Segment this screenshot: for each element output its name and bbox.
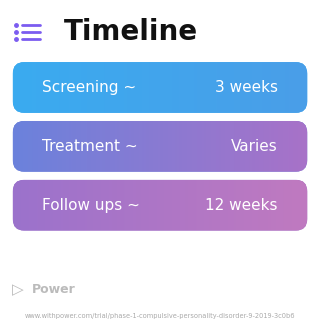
Text: Timeline: Timeline xyxy=(64,18,198,46)
Text: 3 weeks: 3 weeks xyxy=(215,80,278,95)
Text: Treatment ~: Treatment ~ xyxy=(42,139,138,154)
Text: 12 weeks: 12 weeks xyxy=(205,198,278,213)
Text: ▷: ▷ xyxy=(12,282,23,297)
FancyBboxPatch shape xyxy=(13,62,307,113)
Text: Power: Power xyxy=(32,283,76,296)
Text: www.withpower.com/trial/phase-1-compulsive-personality-disorder-9-2019-3c0b6: www.withpower.com/trial/phase-1-compulsi… xyxy=(25,313,295,318)
FancyBboxPatch shape xyxy=(13,121,307,172)
Text: Follow ups ~: Follow ups ~ xyxy=(42,198,140,213)
Text: Screening ~: Screening ~ xyxy=(42,80,136,95)
Text: Varies: Varies xyxy=(231,139,278,154)
FancyBboxPatch shape xyxy=(13,180,307,231)
